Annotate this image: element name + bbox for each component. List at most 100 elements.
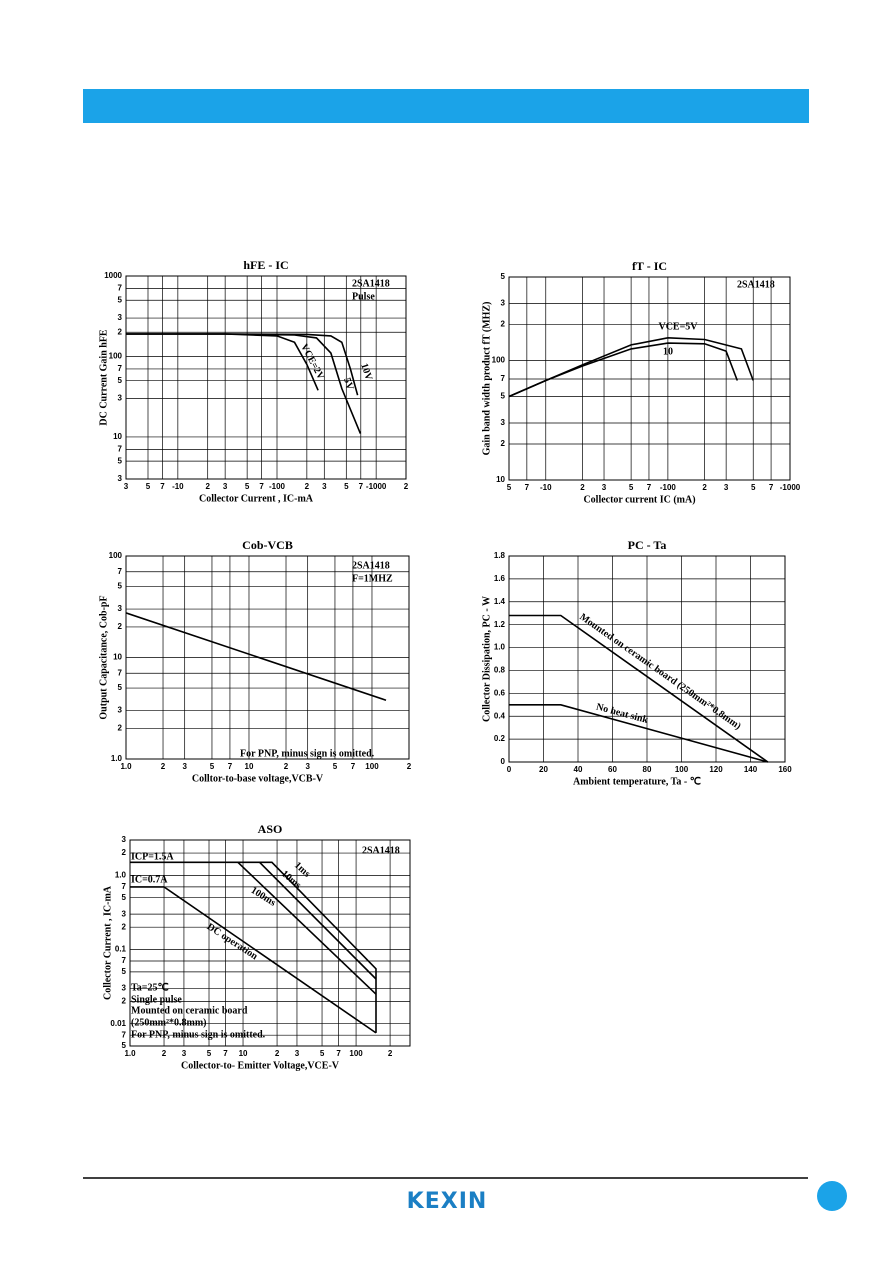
y-tick-label: 5 bbox=[118, 456, 123, 465]
annotation: F=1MHZ bbox=[352, 573, 393, 584]
x-tick-label: 3 bbox=[724, 483, 729, 492]
x-tick-label: 2 bbox=[407, 762, 412, 771]
y-tick-label: 0.6 bbox=[494, 688, 506, 697]
x-axis-label: Ambient temperature, Ta - ℃ bbox=[573, 776, 701, 787]
y-tick-label: 2 bbox=[118, 327, 123, 336]
y-tick-label: 7 bbox=[122, 956, 127, 965]
x-tick-label: 7 bbox=[525, 483, 530, 492]
curve bbox=[126, 333, 362, 434]
series-label: 10V bbox=[358, 362, 374, 383]
curve bbox=[259, 861, 377, 980]
series-label: 100ms bbox=[249, 885, 278, 909]
x-tick-label: 100 bbox=[675, 765, 689, 774]
y-tick-label: 7 bbox=[118, 445, 123, 454]
y-tick-label: 100 bbox=[109, 551, 123, 560]
y-tick-label: 10 bbox=[496, 475, 505, 484]
x-tick-label: 5 bbox=[207, 1049, 212, 1058]
x-tick-label: 7 bbox=[228, 762, 233, 771]
annotation: 2SA1418 bbox=[352, 278, 390, 289]
logo: KEXIN bbox=[407, 1189, 488, 1214]
x-tick-label: 5 bbox=[751, 483, 756, 492]
x-axis-label: Collector Current , IC-mA bbox=[199, 493, 314, 504]
x-tick-label: 100 bbox=[349, 1049, 363, 1058]
x-tick-label: 60 bbox=[608, 765, 617, 774]
x-tick-label: 20 bbox=[539, 765, 548, 774]
x-tick-label: 7 bbox=[359, 482, 364, 491]
x-tick-label: -1000 bbox=[366, 482, 387, 491]
series-label: 10 bbox=[663, 346, 673, 357]
y-tick-label: 2 bbox=[501, 439, 506, 448]
annotation: Ta=25℃ bbox=[131, 982, 169, 993]
y-tick-label: 3 bbox=[118, 706, 123, 715]
curve bbox=[508, 342, 739, 398]
curve bbox=[130, 861, 377, 1033]
x-axis-label: Collector-to- Emitter Voltage,VCE-V bbox=[181, 1060, 340, 1071]
x-tick-label: 10 bbox=[239, 1049, 248, 1058]
x-tick-label: 5 bbox=[245, 482, 250, 491]
y-tick-label: 7 bbox=[122, 882, 127, 891]
x-tick-label: 7 bbox=[336, 1049, 341, 1058]
curve bbox=[508, 336, 754, 398]
y-tick-label: 7 bbox=[118, 284, 123, 293]
annotation: For PNP, minus sign is omitted. bbox=[240, 748, 375, 759]
page-dot bbox=[817, 1181, 847, 1211]
y-tick-label: 1.8 bbox=[494, 551, 506, 560]
curve bbox=[126, 333, 359, 396]
x-tick-label: 7 bbox=[160, 482, 165, 491]
y-tick-label: 5 bbox=[122, 1041, 127, 1050]
x-tick-label: 3 bbox=[182, 762, 187, 771]
y-tick-label: 1.0 bbox=[111, 754, 123, 763]
y-tick-label: 0.8 bbox=[494, 666, 506, 675]
chart-title: hFE - IC bbox=[243, 258, 288, 272]
x-tick-label: 1.0 bbox=[120, 762, 132, 771]
y-tick-label: 2 bbox=[118, 622, 123, 631]
y-tick-label: 5 bbox=[122, 893, 127, 902]
header-bar bbox=[83, 89, 809, 123]
x-tick-label: 2 bbox=[162, 1049, 167, 1058]
y-tick-label: 2 bbox=[501, 320, 506, 329]
annotation: Mounted on ceramic board bbox=[131, 1005, 248, 1016]
y-tick-label: 7 bbox=[118, 567, 123, 576]
x-tick-label: 3 bbox=[322, 482, 327, 491]
y-tick-label: 0.01 bbox=[110, 1019, 126, 1028]
y-tick-label: 0.2 bbox=[494, 734, 506, 743]
x-tick-label: 3 bbox=[124, 482, 129, 491]
y-axis-label: Collector Current , IC-mA bbox=[102, 885, 113, 1000]
y-tick-label: 7 bbox=[501, 374, 506, 383]
x-tick-label: 1.0 bbox=[124, 1049, 136, 1058]
y-tick-label: 3 bbox=[122, 909, 127, 918]
y-tick-label: 1.0 bbox=[115, 870, 127, 879]
x-tick-label: 7 bbox=[259, 482, 264, 491]
annotation: For PNP, minus sign is omitted. bbox=[131, 1029, 266, 1040]
annotation: Single pulse bbox=[131, 994, 182, 1005]
y-tick-label: 3 bbox=[122, 835, 127, 844]
x-tick-label: 3 bbox=[602, 483, 607, 492]
x-axis-label: Colltor-to-base voltage,VCB-V bbox=[192, 773, 324, 784]
x-tick-label: 2 bbox=[284, 762, 289, 771]
y-tick-label: 10 bbox=[113, 653, 122, 662]
y-tick-label: 2 bbox=[118, 724, 123, 733]
y-tick-label: 3 bbox=[118, 313, 123, 322]
y-tick-label: 0.4 bbox=[494, 711, 506, 720]
annotation: IC=0.7A bbox=[131, 874, 168, 885]
y-tick-label: 7 bbox=[118, 668, 123, 677]
x-tick-label: 120 bbox=[709, 765, 723, 774]
x-tick-label: 3 bbox=[305, 762, 310, 771]
y-tick-label: 2 bbox=[122, 996, 127, 1005]
y-tick-label: 100 bbox=[109, 352, 123, 361]
x-tick-label: -1000 bbox=[780, 483, 801, 492]
y-tick-label: 3 bbox=[501, 299, 506, 308]
x-tick-label: -10 bbox=[540, 483, 552, 492]
x-tick-label: 7 bbox=[351, 762, 356, 771]
x-tick-label: 2 bbox=[404, 482, 409, 491]
x-tick-label: 2 bbox=[305, 482, 310, 491]
curve bbox=[237, 861, 377, 995]
series-label: VCE=5V bbox=[658, 321, 698, 332]
y-tick-label: 1.6 bbox=[494, 574, 506, 583]
annotation: ICP=1.5A bbox=[131, 851, 174, 862]
y-tick-label: 3 bbox=[118, 604, 123, 613]
y-tick-label: 5 bbox=[501, 272, 506, 281]
x-tick-label: -100 bbox=[660, 483, 677, 492]
chart-title: Cob-VCB bbox=[242, 538, 293, 552]
chart-title: fT - IC bbox=[632, 259, 667, 273]
